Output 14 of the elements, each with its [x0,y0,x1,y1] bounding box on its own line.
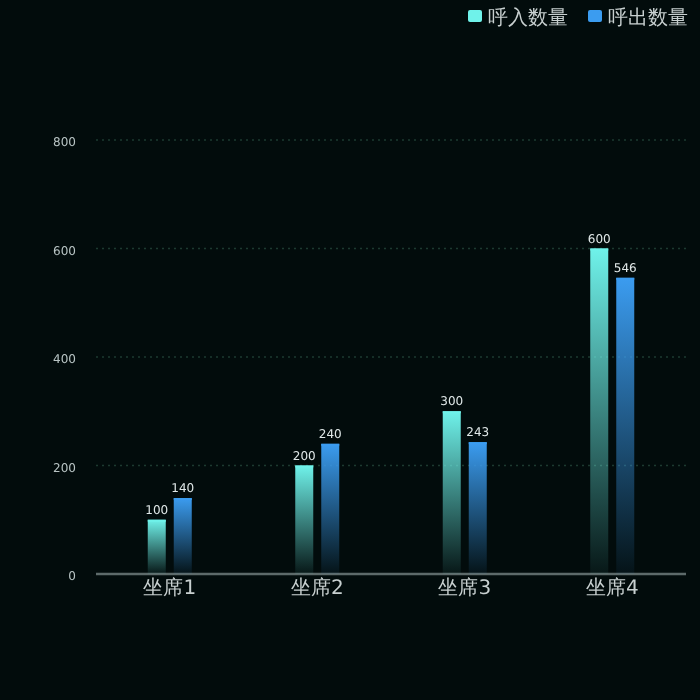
x-tick-label: 坐席4 [585,576,639,600]
bar [295,465,314,574]
bar [616,277,635,574]
bar [147,519,166,574]
legend-label: 呼入数量 [488,6,568,30]
bar [442,411,461,574]
bar [590,248,609,574]
bar [321,443,340,574]
x-tick-label: 坐席2 [290,576,344,600]
x-tick-label: 坐席1 [143,576,197,600]
bar [468,442,487,574]
x-tick-label: 坐席3 [438,576,492,600]
bar [173,498,192,574]
legend-label: 呼出数量 [608,6,688,30]
